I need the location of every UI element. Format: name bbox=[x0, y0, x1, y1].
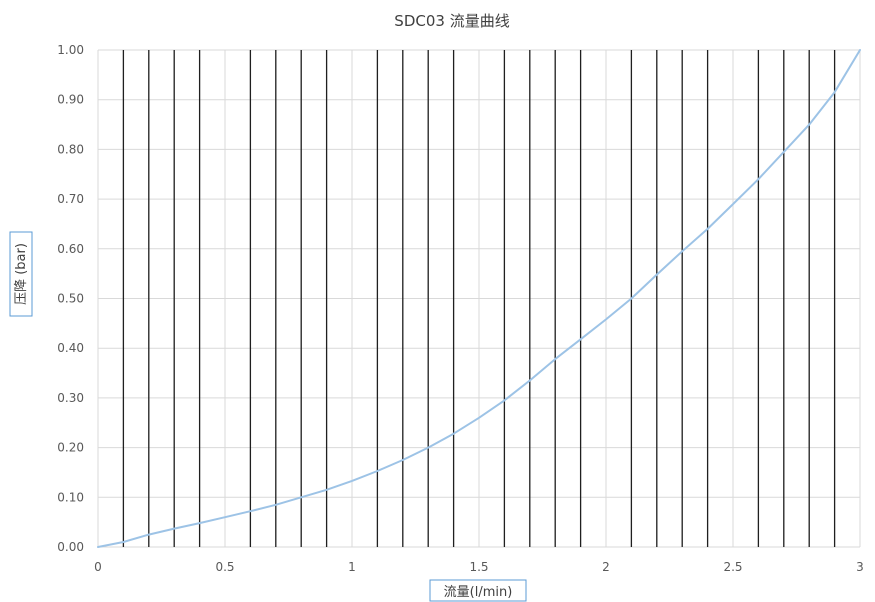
x-tick-labels: 0 0.5 1 1.5 2 2.5 3 bbox=[94, 560, 864, 574]
x-tick-label: 2.5 bbox=[723, 560, 742, 574]
y-tick-label: 0.40 bbox=[57, 341, 84, 355]
y-tick-label: 0.50 bbox=[57, 292, 84, 306]
x-axis-label: 流量(l/min) bbox=[429, 579, 527, 602]
y-axis-label: 压降 (bar) bbox=[9, 231, 33, 317]
y-tick-label: 0.70 bbox=[57, 192, 84, 206]
x-axis-label-text: 流量(l/min) bbox=[444, 585, 513, 600]
y-axis-label-text: 压降 (bar) bbox=[14, 243, 29, 305]
y-tick-label: 1.00 bbox=[57, 43, 84, 57]
y-tick-label: 0.60 bbox=[57, 242, 84, 256]
chart-title: SDC03 流量曲线 bbox=[394, 12, 509, 30]
y-tick-label: 0.80 bbox=[57, 142, 84, 156]
series-layer bbox=[97, 49, 861, 548]
x-tick-label: 1 bbox=[348, 560, 356, 574]
vertical-lines-layer bbox=[122, 50, 836, 547]
y-tick-label: 0.20 bbox=[57, 441, 84, 455]
x-tick-label: 0 bbox=[94, 560, 102, 574]
x-tick-label: 1.5 bbox=[469, 560, 488, 574]
grid-layer bbox=[97, 49, 861, 548]
x-axis-label-box bbox=[429, 579, 527, 602]
y-tick-label: 0.30 bbox=[57, 391, 84, 405]
x-tick-label: 3 bbox=[856, 560, 864, 574]
y-tick-label: 0.90 bbox=[57, 93, 84, 107]
series-line bbox=[97, 49, 861, 548]
y-tick-labels: 0.00 0.10 0.20 0.30 0.40 0.50 0.60 0.70 0.80 0.90… bbox=[57, 43, 84, 554]
y-tick-label: 0.00 bbox=[57, 540, 84, 554]
x-tick-label: 0.5 bbox=[215, 560, 234, 574]
y-tick-label: 0.10 bbox=[57, 490, 84, 504]
x-tick-label: 2 bbox=[602, 560, 610, 574]
y-axis-label-box bbox=[9, 231, 33, 317]
